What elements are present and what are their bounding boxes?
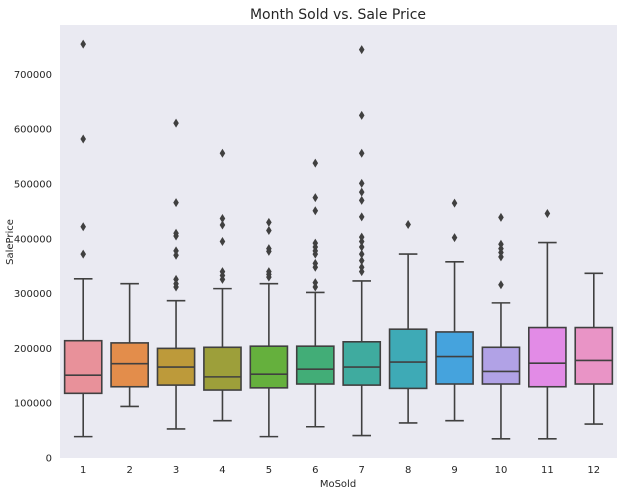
outlier-marker — [173, 282, 179, 292]
outlier-marker — [80, 222, 87, 232]
iqr-box — [110, 342, 149, 388]
outlier-marker — [358, 110, 365, 120]
box-month-3 — [156, 118, 196, 430]
outlier-marker — [173, 118, 179, 128]
outlier-marker — [358, 237, 365, 246]
outlier-marker — [312, 282, 319, 292]
x-tick-label: 12 — [587, 465, 600, 476]
outlier-marker — [266, 217, 272, 227]
x-tick-label: 6 — [312, 465, 318, 476]
iqr-box — [574, 326, 614, 385]
outlier-marker — [173, 231, 179, 241]
x-tick-label: 9 — [451, 465, 457, 476]
outlier-marker — [312, 158, 319, 168]
y-tick-label: 300000 — [14, 289, 52, 300]
outlier-marker — [498, 252, 504, 262]
y-tick-label: 400000 — [14, 234, 52, 245]
outlier-marker — [312, 262, 319, 272]
iqr-box — [481, 346, 521, 385]
outlier-marker — [358, 212, 365, 222]
x-tick-label: 2 — [126, 465, 132, 476]
outlier-marker — [80, 134, 87, 144]
box-month-5 — [249, 217, 289, 438]
outlier-marker — [358, 256, 365, 266]
y-axis-ticks: 0 100000 200000 300000 400000 500000 600000 700… — [14, 70, 52, 465]
outlier-marker — [358, 187, 365, 197]
box-month-6 — [295, 158, 335, 428]
outlier-marker — [358, 148, 365, 158]
outlier-marker — [219, 237, 226, 246]
box-month-10 — [481, 212, 521, 440]
outlier-marker — [405, 220, 411, 230]
x-tick-label: 11 — [541, 465, 554, 476]
outlier-marker — [219, 213, 226, 223]
outlier-marker — [451, 233, 458, 243]
outlier-marker — [358, 195, 365, 205]
iqr-box — [63, 339, 103, 395]
outlier-marker — [80, 249, 87, 259]
outlier-marker — [266, 272, 272, 282]
outlier-marker — [312, 206, 319, 216]
iqr-box — [528, 326, 567, 388]
iqr-box — [295, 345, 335, 385]
outlier-marker — [219, 274, 226, 284]
x-tick-label: 4 — [219, 465, 225, 476]
outlier-marker — [498, 212, 504, 222]
outlier-marker — [219, 148, 226, 158]
y-tick-label: 700000 — [14, 70, 52, 81]
iqr-box — [388, 328, 428, 390]
y-tick-label: 600000 — [14, 125, 52, 136]
box-month-9 — [435, 198, 474, 422]
y-tick-label: 200000 — [14, 344, 52, 355]
box-month-7 — [342, 45, 382, 437]
outlier-marker — [266, 246, 272, 256]
y-tick-label: 100000 — [14, 399, 52, 410]
y-tick-label: 0 — [46, 454, 52, 465]
chart-title: Month Sold vs. Sale Price — [250, 7, 426, 23]
box-month-4 — [203, 148, 242, 422]
box-month-8 — [388, 220, 428, 424]
x-tick-label: 1 — [80, 465, 86, 476]
outlier-marker — [358, 178, 365, 188]
outlier-marker — [451, 198, 458, 208]
iqr-box — [249, 345, 289, 389]
outlier-marker — [266, 226, 272, 236]
iqr-box — [435, 331, 474, 385]
x-tick-label: 8 — [405, 465, 411, 476]
outlier-marker — [358, 45, 365, 55]
box-month-12 — [574, 272, 614, 425]
box-month-2 — [110, 282, 149, 408]
outlier-marker — [219, 220, 226, 230]
x-tick-label: 5 — [266, 465, 272, 476]
outlier-marker — [312, 249, 319, 259]
outlier-marker — [358, 249, 365, 259]
iqr-box — [342, 341, 382, 386]
x-tick-label: 7 — [359, 465, 365, 476]
box-month-1 — [63, 39, 103, 438]
iqr-box — [203, 346, 242, 391]
y-tick-label: 500000 — [14, 179, 52, 190]
x-axis-label: MoSold — [320, 479, 356, 490]
outlier-marker — [544, 209, 551, 219]
y-axis-label: SalePrice — [5, 219, 16, 265]
outlier-marker — [358, 242, 365, 252]
outlier-marker — [173, 250, 179, 260]
outlier-marker — [498, 280, 504, 290]
x-axis-ticks: 1 2 3 4 5 6 7 8 9 10 11 12 — [80, 465, 600, 476]
outlier-marker — [173, 198, 179, 208]
outlier-marker — [358, 267, 365, 277]
plot-area — [60, 25, 617, 458]
box-series — [63, 39, 614, 440]
box-month-11 — [528, 209, 567, 440]
x-tick-label: 3 — [173, 465, 179, 476]
x-tick-label: 10 — [495, 465, 508, 476]
outlier-marker — [312, 193, 319, 203]
outlier-marker — [80, 39, 87, 49]
